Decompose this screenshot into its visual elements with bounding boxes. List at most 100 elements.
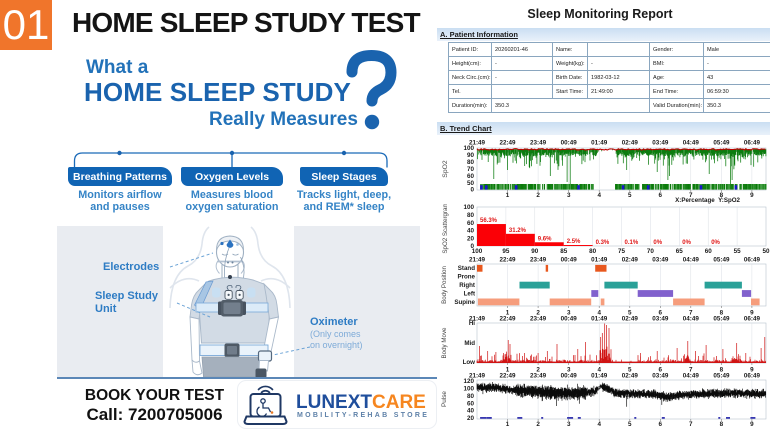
svg-text:100: 100 (463, 204, 474, 211)
svg-text:5: 5 (628, 421, 632, 428)
svg-text:2.5%: 2.5% (567, 239, 581, 245)
svg-text:05:49: 05:49 (713, 373, 730, 380)
svg-text:1: 1 (506, 367, 510, 373)
svg-text:8: 8 (720, 192, 724, 199)
svg-text:6: 6 (659, 421, 663, 428)
svg-text:23:49: 23:49 (530, 140, 547, 147)
svg-text:9: 9 (750, 310, 754, 317)
svg-text:20: 20 (467, 415, 475, 422)
svg-text:90: 90 (467, 152, 475, 159)
svg-text:40: 40 (467, 228, 475, 235)
svg-text:4: 4 (597, 310, 601, 317)
svg-text:01:49: 01:49 (591, 257, 608, 264)
svg-text:Mid: Mid (464, 340, 475, 347)
svg-text:Pulse: Pulse (441, 391, 448, 407)
svg-text:9: 9 (750, 192, 754, 199)
svg-text:02:49: 02:49 (622, 257, 639, 264)
svg-text:Body Move: Body Move (441, 327, 448, 359)
svg-text:00:49: 00:49 (561, 257, 578, 264)
svg-text:60: 60 (467, 173, 475, 180)
svg-text:1: 1 (506, 421, 510, 428)
svg-text:00:49: 00:49 (561, 373, 578, 380)
svg-text:00:49: 00:49 (561, 316, 578, 323)
svg-text:50: 50 (762, 248, 770, 255)
svg-text:22:49: 22:49 (499, 316, 516, 323)
svg-text:02:49: 02:49 (622, 373, 639, 380)
svg-text:06:49: 06:49 (744, 140, 761, 147)
svg-text:06:49: 06:49 (744, 257, 761, 264)
svg-text:01:49: 01:49 (591, 373, 608, 380)
svg-text:5: 5 (628, 367, 632, 373)
svg-text:Left: Left (464, 290, 475, 297)
svg-text:05:49: 05:49 (713, 257, 730, 264)
svg-text:23:49: 23:49 (530, 316, 547, 323)
svg-text:Supine: Supine (454, 299, 475, 306)
svg-text:7: 7 (689, 310, 693, 317)
svg-text:80: 80 (467, 212, 475, 219)
svg-text:SpO2: SpO2 (442, 160, 449, 178)
svg-text:04:49: 04:49 (683, 373, 700, 380)
svg-text:Body Position: Body Position (441, 266, 448, 304)
svg-text:65: 65 (676, 248, 684, 255)
svg-text:05:49: 05:49 (713, 140, 730, 147)
svg-text:4: 4 (597, 367, 601, 373)
svg-text:22:49: 22:49 (499, 373, 516, 380)
svg-text:4: 4 (597, 192, 601, 199)
svg-text:20: 20 (467, 235, 475, 242)
svg-text:6: 6 (659, 310, 663, 317)
svg-text:100: 100 (463, 145, 474, 152)
svg-text:03:49: 03:49 (652, 316, 669, 323)
svg-text:00:49: 00:49 (561, 140, 578, 147)
svg-text:75: 75 (618, 248, 626, 255)
svg-text:70: 70 (647, 248, 655, 255)
svg-text:21:49: 21:49 (469, 257, 486, 264)
svg-text:40: 40 (467, 408, 475, 415)
svg-text:1: 1 (506, 192, 510, 199)
svg-text:7: 7 (689, 421, 693, 428)
svg-text:04:49: 04:49 (683, 140, 700, 147)
svg-text:60: 60 (467, 400, 475, 407)
svg-text:95: 95 (502, 248, 510, 255)
svg-text:8: 8 (720, 367, 724, 373)
svg-text:Hi: Hi (469, 320, 475, 327)
svg-text:60: 60 (467, 220, 475, 227)
svg-text:3: 3 (567, 421, 571, 428)
svg-text:6: 6 (659, 367, 663, 373)
svg-text:05:49: 05:49 (713, 316, 730, 323)
svg-text:23:49: 23:49 (530, 373, 547, 380)
svg-text:8: 8 (720, 421, 724, 428)
svg-text:5: 5 (628, 310, 632, 317)
svg-text:03:49: 03:49 (652, 373, 669, 380)
svg-text:6: 6 (659, 192, 663, 199)
svg-text:Low: Low (463, 359, 476, 366)
svg-text:7: 7 (689, 192, 693, 199)
svg-text:9: 9 (750, 367, 754, 373)
svg-text:9: 9 (750, 421, 754, 428)
svg-text:06:49: 06:49 (744, 373, 761, 380)
svg-text:0%: 0% (682, 240, 691, 246)
svg-text:0%: 0% (653, 240, 662, 246)
svg-text:SpO2 Scattergram: SpO2 Scattergram (442, 204, 449, 254)
svg-text:3: 3 (567, 310, 571, 317)
svg-text:2: 2 (536, 192, 540, 199)
svg-text:X:Percentage Y:SpO2: X:Percentage Y:SpO2 (675, 197, 740, 204)
svg-text:2: 2 (536, 367, 540, 373)
svg-text:03:49: 03:49 (652, 257, 669, 264)
svg-text:22:49: 22:49 (499, 140, 516, 147)
svg-text:22:49: 22:49 (499, 257, 516, 264)
svg-text:80: 80 (467, 159, 475, 166)
svg-text:31.2%: 31.2% (509, 228, 527, 234)
svg-text:02:49: 02:49 (622, 140, 639, 147)
svg-text:70: 70 (467, 166, 475, 173)
svg-text:4: 4 (597, 421, 601, 428)
svg-text:2: 2 (536, 310, 540, 317)
svg-text:21:49: 21:49 (469, 373, 486, 380)
svg-text:55: 55 (734, 248, 742, 255)
svg-text:56.3%: 56.3% (480, 218, 498, 224)
svg-text:03:49: 03:49 (652, 140, 669, 147)
svg-text:01:49: 01:49 (591, 316, 608, 323)
svg-text:04:49: 04:49 (683, 257, 700, 264)
svg-text:23:49: 23:49 (530, 257, 547, 264)
svg-text:Right: Right (459, 282, 475, 289)
svg-text:120: 120 (463, 378, 474, 385)
